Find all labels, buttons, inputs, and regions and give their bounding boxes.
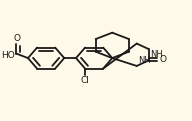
Text: NH: NH: [150, 50, 163, 59]
Text: HO: HO: [1, 51, 14, 60]
Text: Cl: Cl: [81, 76, 89, 85]
Text: O: O: [14, 34, 21, 44]
Text: O: O: [159, 55, 166, 64]
Text: NH: NH: [138, 56, 151, 65]
